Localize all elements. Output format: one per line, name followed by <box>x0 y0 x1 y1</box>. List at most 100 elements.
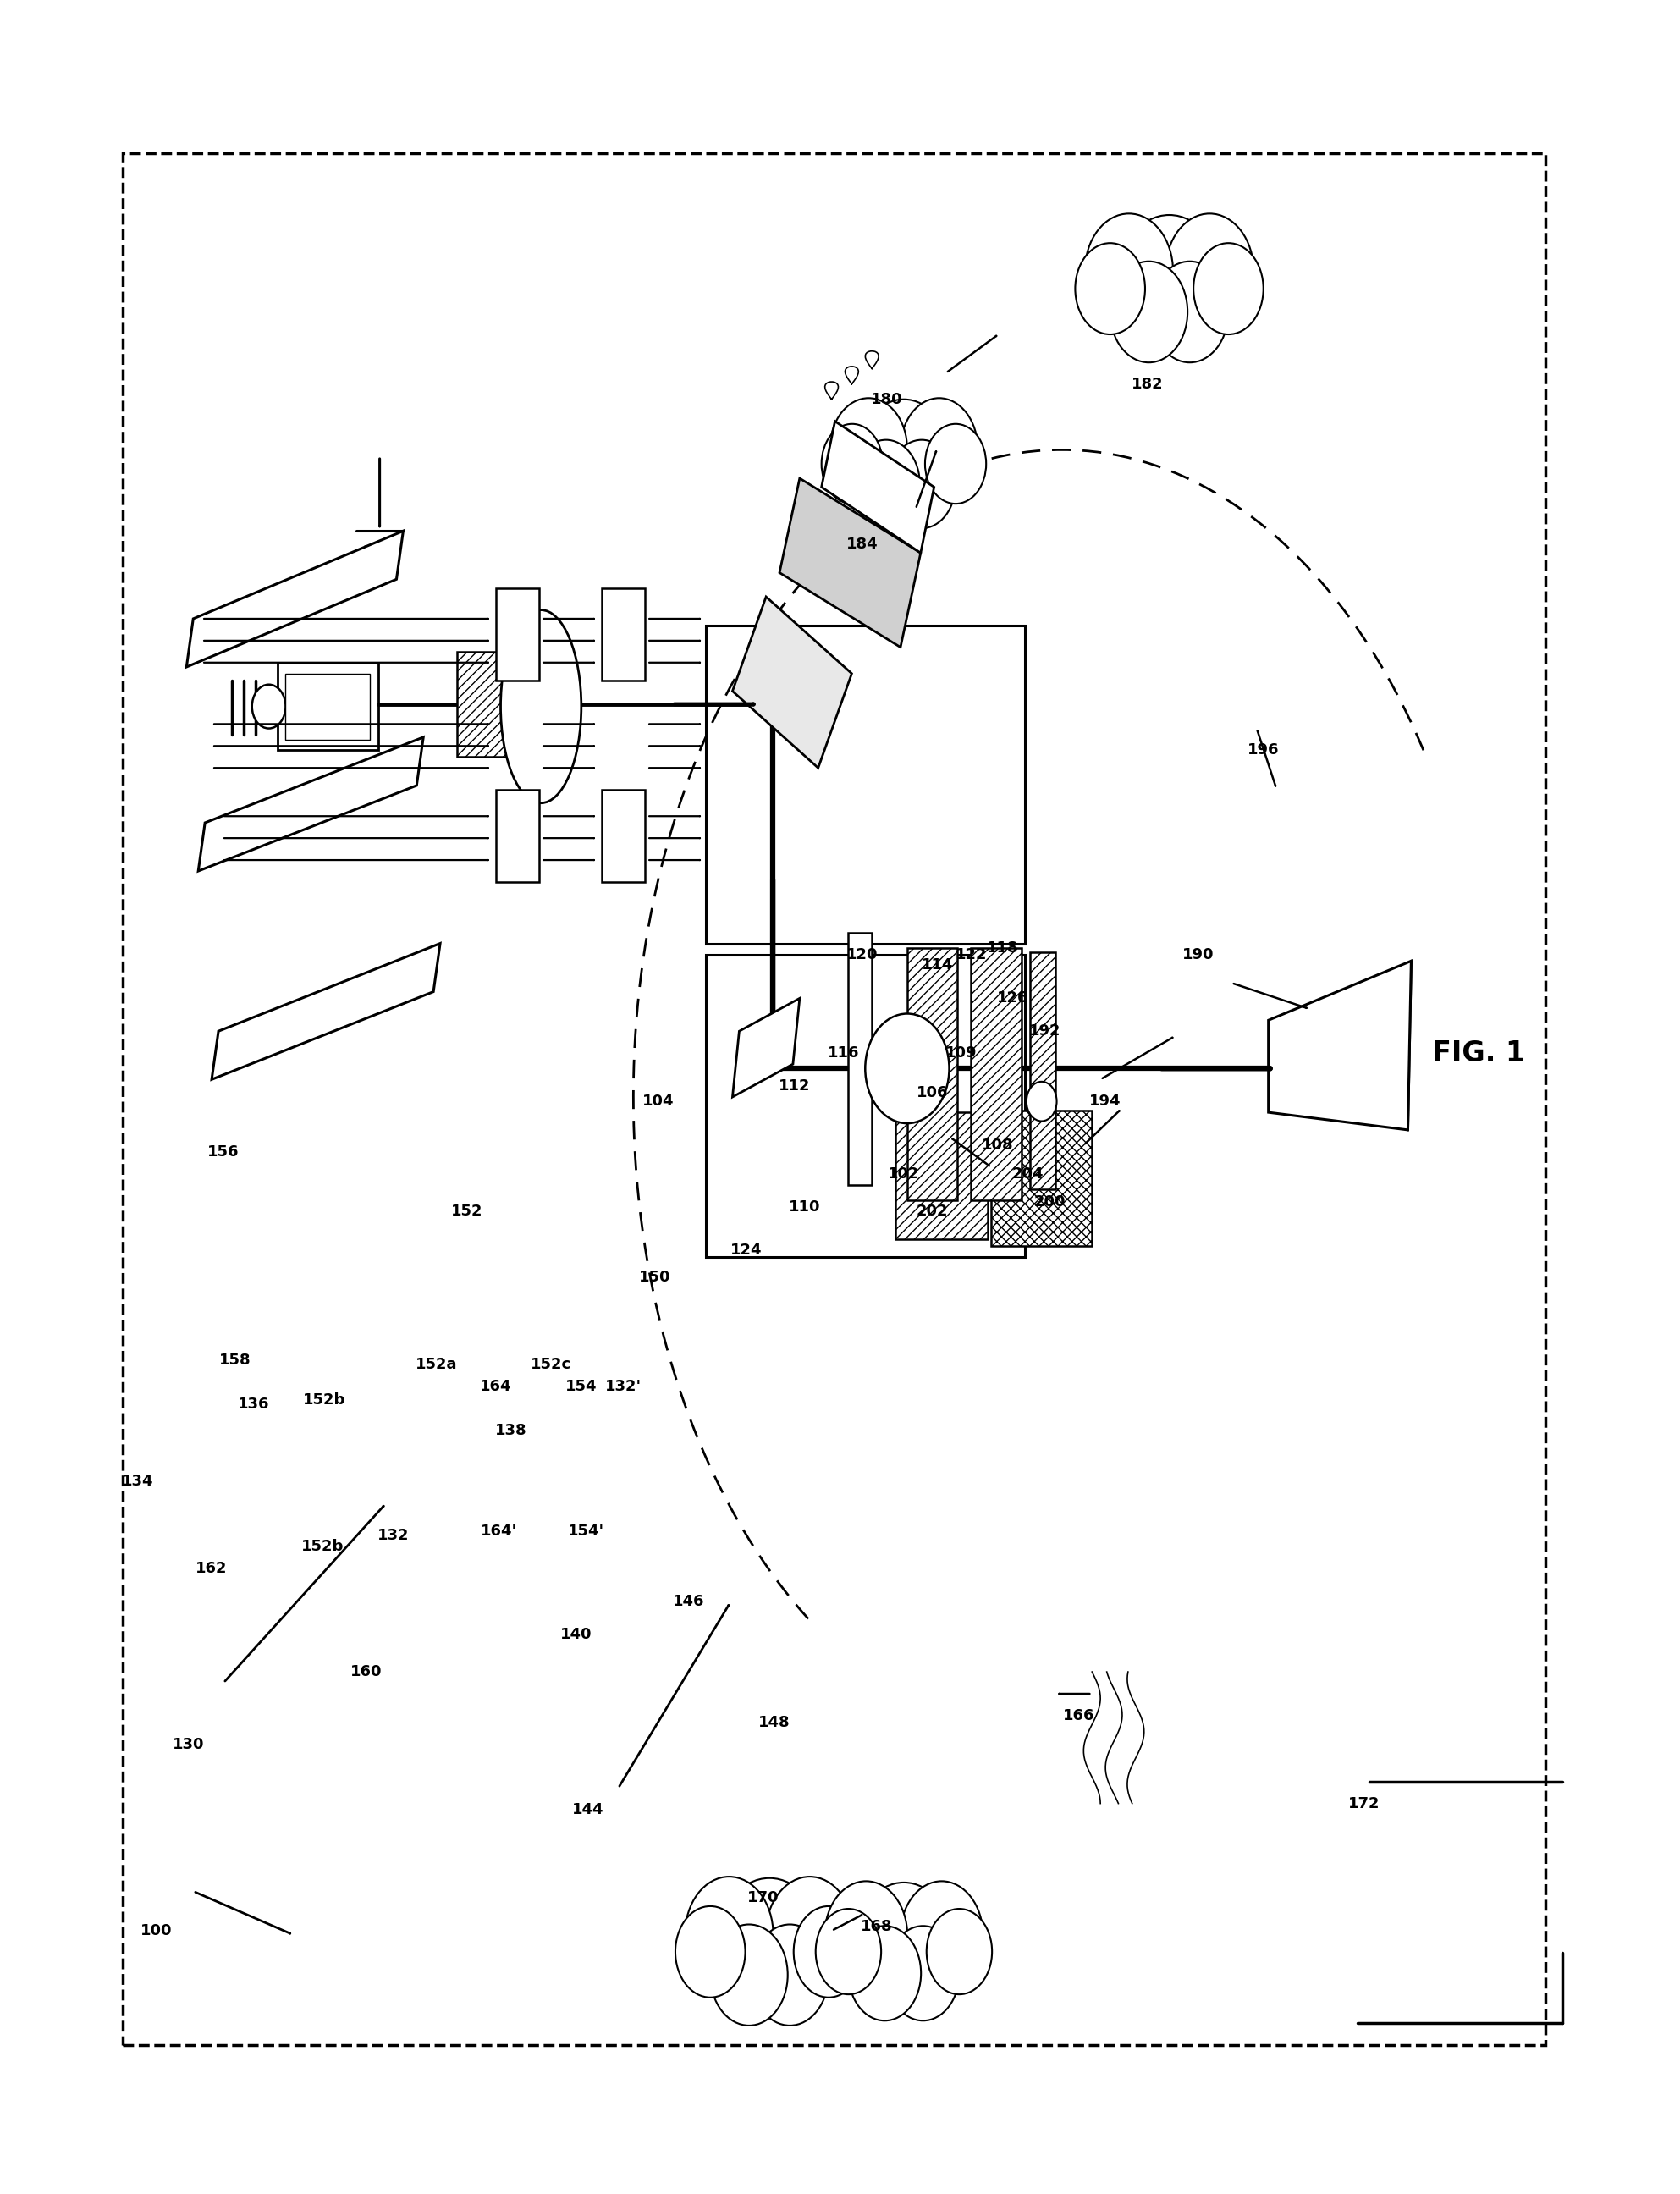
Bar <box>706 625 1025 943</box>
Text: 192: 192 <box>1030 1025 1060 1038</box>
Text: 150: 150 <box>640 1270 670 1283</box>
Text: 122: 122 <box>956 948 986 961</box>
Text: 152a: 152a <box>417 1358 457 1371</box>
Polygon shape <box>732 998 800 1097</box>
Text: 172: 172 <box>1349 1797 1379 1810</box>
Circle shape <box>1193 244 1263 333</box>
Text: 160: 160 <box>351 1665 381 1678</box>
Circle shape <box>1075 244 1146 333</box>
Text: 140: 140 <box>561 1628 591 1641</box>
Bar <box>277 663 378 750</box>
Bar <box>601 790 645 882</box>
Circle shape <box>857 399 951 522</box>
Text: 146: 146 <box>674 1595 704 1608</box>
Bar <box>1030 952 1055 1189</box>
Text: 116: 116 <box>828 1047 858 1060</box>
Text: 124: 124 <box>731 1244 761 1257</box>
Circle shape <box>887 1926 959 2021</box>
Text: 112: 112 <box>780 1079 810 1093</box>
Circle shape <box>853 1882 954 2014</box>
Circle shape <box>1116 215 1223 355</box>
Circle shape <box>848 1926 921 2021</box>
Text: 164': 164' <box>480 1525 517 1538</box>
Text: 100: 100 <box>141 1924 171 1937</box>
Circle shape <box>926 423 986 505</box>
Text: 102: 102 <box>889 1167 919 1180</box>
Text: 182: 182 <box>1132 377 1163 391</box>
Polygon shape <box>822 421 934 553</box>
Circle shape <box>822 423 882 505</box>
Ellipse shape <box>501 610 581 803</box>
Text: 154: 154 <box>566 1380 596 1393</box>
Polygon shape <box>186 531 403 667</box>
Text: 110: 110 <box>790 1200 820 1213</box>
Bar <box>706 954 1025 1257</box>
Bar <box>991 1110 1092 1246</box>
Text: 190: 190 <box>1183 948 1213 961</box>
Circle shape <box>1166 213 1253 329</box>
Text: 162: 162 <box>197 1562 227 1575</box>
Bar <box>601 588 645 680</box>
Text: 152b: 152b <box>302 1393 346 1406</box>
Text: 152c: 152c <box>531 1358 571 1371</box>
Polygon shape <box>212 943 440 1079</box>
Text: 108: 108 <box>983 1139 1013 1152</box>
Circle shape <box>900 397 978 498</box>
Text: 166: 166 <box>1063 1709 1094 1722</box>
Bar <box>286 674 370 739</box>
Text: 156: 156 <box>208 1145 239 1158</box>
Text: 118: 118 <box>988 941 1018 954</box>
Circle shape <box>1026 1082 1057 1121</box>
Polygon shape <box>780 478 921 647</box>
Text: 152: 152 <box>452 1205 482 1218</box>
Text: 109: 109 <box>946 1047 976 1060</box>
Text: 114: 114 <box>922 959 953 972</box>
Text: FIG. 1: FIG. 1 <box>1431 1040 1525 1066</box>
Circle shape <box>751 1924 828 2025</box>
Bar <box>848 932 872 1185</box>
Bar <box>907 948 958 1200</box>
Circle shape <box>1085 213 1173 329</box>
Text: 180: 180 <box>872 393 902 406</box>
Circle shape <box>252 685 286 728</box>
Text: 104: 104 <box>643 1095 674 1108</box>
Text: 200: 200 <box>1035 1196 1065 1209</box>
Text: 196: 196 <box>1248 744 1278 757</box>
Circle shape <box>852 439 921 529</box>
Circle shape <box>900 1880 983 1990</box>
Circle shape <box>830 397 907 498</box>
Circle shape <box>815 1909 880 1994</box>
Circle shape <box>716 1878 823 2018</box>
Text: 138: 138 <box>496 1424 526 1437</box>
Text: 134: 134 <box>123 1474 153 1488</box>
Polygon shape <box>198 737 423 871</box>
Circle shape <box>685 1876 773 1992</box>
Circle shape <box>675 1907 746 1997</box>
Text: 184: 184 <box>847 538 877 551</box>
Text: 164: 164 <box>480 1380 511 1393</box>
Bar <box>496 790 539 882</box>
Text: 132': 132' <box>605 1380 642 1393</box>
Text: 204: 204 <box>1013 1167 1043 1180</box>
Text: 120: 120 <box>847 948 877 961</box>
Text: 170: 170 <box>748 1891 778 1904</box>
Bar <box>457 652 507 757</box>
Circle shape <box>766 1876 853 1992</box>
Bar <box>895 1112 988 1240</box>
Text: 194: 194 <box>1090 1095 1121 1108</box>
Text: 158: 158 <box>220 1354 250 1367</box>
Text: 132: 132 <box>378 1529 408 1542</box>
Bar <box>496 588 539 680</box>
Text: 148: 148 <box>759 1716 790 1729</box>
Text: 106: 106 <box>917 1086 948 1099</box>
Text: 130: 130 <box>173 1738 203 1751</box>
Text: 144: 144 <box>573 1803 603 1817</box>
Polygon shape <box>732 597 852 768</box>
Circle shape <box>887 439 956 529</box>
Circle shape <box>865 1014 949 1123</box>
Bar <box>971 948 1021 1200</box>
Text: 154': 154' <box>568 1525 605 1538</box>
Polygon shape <box>1268 961 1411 1130</box>
Circle shape <box>927 1909 991 1994</box>
Text: 168: 168 <box>862 1920 892 1933</box>
